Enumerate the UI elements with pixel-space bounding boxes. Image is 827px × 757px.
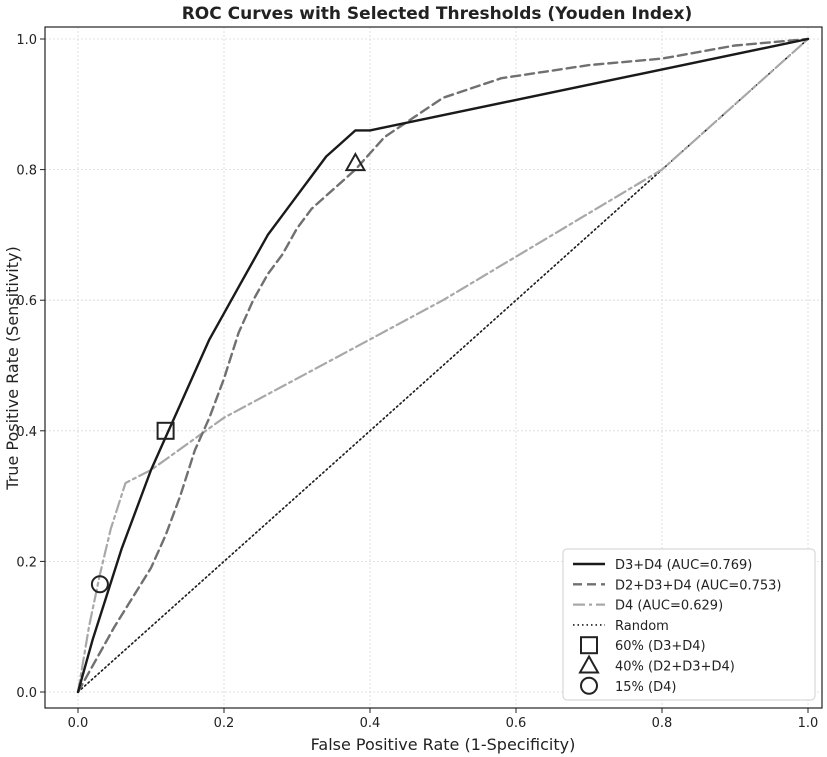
x-tick-label: 0.4 — [360, 716, 381, 731]
legend-label: 40% (D2+D3+D4) — [615, 660, 735, 675]
x-tick-label: 0.2 — [214, 716, 235, 731]
x-tick-label: 0.8 — [652, 716, 673, 731]
y-tick-label: 0.6 — [16, 294, 37, 309]
threshold-marker-circle — [90, 575, 109, 594]
legend-marker-triangle — [578, 654, 600, 674]
legend-box — [562, 548, 816, 701]
legend-marker-circle — [580, 676, 598, 695]
y-tick-label: 0.2 — [16, 555, 37, 570]
legend-label: D2+D3+D4 (AUC=0.753) — [615, 578, 782, 593]
threshold-marker-triangle — [344, 152, 367, 172]
legend-label: D3+D4 (AUC=0.769) — [615, 558, 752, 573]
legend-label: 15% (D4) — [615, 680, 676, 695]
plot-frame — [44, 26, 823, 709]
plot-area — [76, 37, 810, 694]
legend: D3+D4 (AUC=0.769) D2+D3+D4 (AUC=0.753) D4 … — [562, 548, 816, 701]
x-tick-label: 0.6 — [506, 716, 527, 731]
legend-label: 60% (D3+D4) — [615, 639, 706, 654]
x-tick-label: 1.0 — [798, 716, 819, 731]
x-axis-label: False Positive Rate (1-Specificity) — [311, 735, 576, 754]
y-tick-label: 0.4 — [16, 425, 37, 440]
threshold-marker-square — [156, 421, 175, 440]
y-tick-label: 0.0 — [16, 686, 37, 701]
legend-label: D4 (AUC=0.629) — [615, 599, 723, 614]
series-line-0 — [76, 37, 810, 694]
y-tick-label: 1.0 — [16, 33, 37, 48]
legend-marker-square — [580, 636, 598, 655]
y-axis-label: True Positive Rate (Sensitivity) — [3, 246, 22, 490]
series-line-2 — [76, 37, 810, 694]
x-axis-ticks: 0.0 0.2 0.4 0.6 0.8 1.0 — [68, 708, 819, 731]
series-line-1 — [76, 37, 810, 694]
x-tick-label: 0.0 — [68, 716, 89, 731]
legend-label: Random — [615, 619, 669, 634]
y-axis-ticks: 0.0 0.2 0.4 0.6 0.8 1.0 — [16, 33, 45, 701]
chart-title: ROC Curves with Selected Thresholds (You… — [182, 4, 693, 24]
y-tick-label: 0.8 — [16, 164, 37, 179]
